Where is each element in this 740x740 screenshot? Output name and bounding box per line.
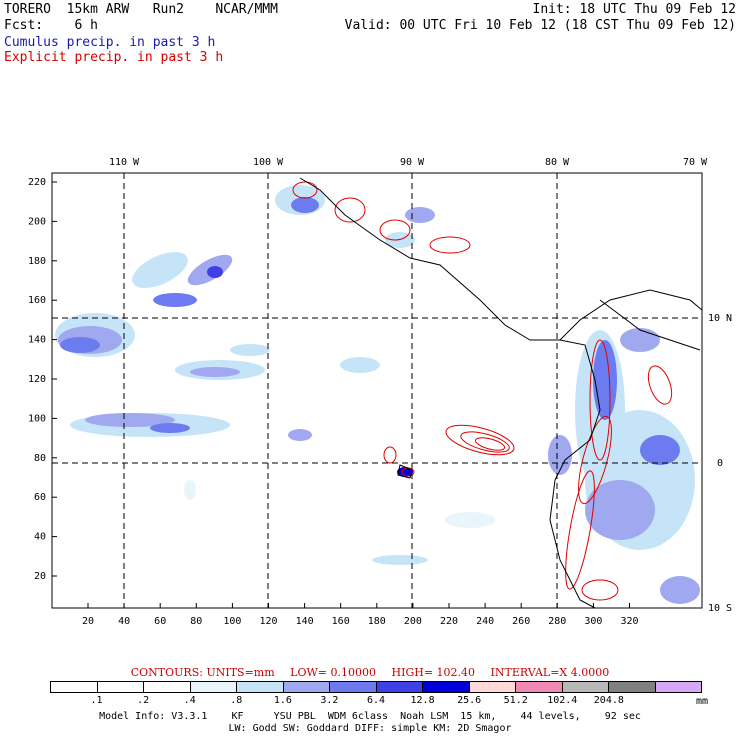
right-lat-label: 10 S <box>708 603 732 614</box>
colorbar-swatch <box>655 682 701 692</box>
lat-lon-grid <box>52 173 702 608</box>
colorbar-label: 204.8 <box>593 695 624 706</box>
top-lon-label: 70 W <box>683 157 708 168</box>
bottom-x-label: 240 <box>476 616 494 627</box>
colorbar-label: 12.8 <box>410 695 435 706</box>
colorbar-swatch <box>97 682 144 692</box>
model-title: TORERO 15km ARW Run2 NCAR/MMM <box>4 2 278 17</box>
colorbar-swatch <box>562 682 609 692</box>
init-time: Init: 18 UTC Thu 09 Feb 12 <box>532 2 737 17</box>
colorbar-unit: mm <box>696 696 709 707</box>
forecast-hour: Fcst: 6 h <box>4 18 98 33</box>
left-y-label: 180 <box>28 256 46 267</box>
colorbar-swatch <box>330 682 377 692</box>
contour-units: CONTOURS: UNITS=mm <box>130 666 275 679</box>
colorbar-swatch <box>51 682 98 692</box>
colorbar-label: 102.4 <box>547 695 578 706</box>
left-y-label: 80 <box>34 453 46 464</box>
contour-high: HIGH= 102.40 <box>391 666 476 679</box>
top-lon-label: 100 W <box>253 157 284 168</box>
colorbar-swatch <box>144 682 191 692</box>
bottom-x-label: 160 <box>332 616 350 627</box>
bottom-x-label: 280 <box>548 616 566 627</box>
top-lon-label: 90 W <box>400 157 425 168</box>
colorbar-swatch <box>190 682 237 692</box>
left-y-label: 140 <box>28 335 46 346</box>
coastlines <box>299 177 702 608</box>
bottom-x-label: 320 <box>620 616 638 627</box>
contour-low: LOW= 0.10000 <box>290 666 376 679</box>
bottom-x-label: 80 <box>190 616 202 627</box>
colorbar-swatch <box>237 682 284 692</box>
left-y-label: 20 <box>34 571 46 582</box>
colorbar-label: .8 <box>230 695 243 706</box>
bottom-x-label: 260 <box>512 616 530 627</box>
left-y-label: 60 <box>34 492 46 503</box>
colorbar-label: 3.2 <box>320 695 339 706</box>
top-lon-label: 80 W <box>545 157 570 168</box>
field-label-explicit: Explicit precip. in past 3 h <box>4 50 224 65</box>
colorbar-labels: .1 .2 .4 .8 1.6 3.2 6.4 12.8 25.6 51.2 102.4 204.8 <box>50 695 702 707</box>
colorbar-label: 1.6 <box>273 695 292 706</box>
bottom-x-label: 40 <box>118 616 130 627</box>
colorbar-label: .2 <box>137 695 150 706</box>
left-y-label: 100 <box>28 413 46 424</box>
field-label-cumulus: Cumulus precip. in past 3 h <box>4 35 216 50</box>
bottom-x-label: 100 <box>223 616 241 627</box>
bottom-x-label: 180 <box>368 616 386 627</box>
left-y-label: 200 <box>28 216 46 227</box>
colorbar-swatch <box>423 682 470 692</box>
bottom-x-label: 60 <box>154 616 166 627</box>
bottom-x-label: 140 <box>296 616 314 627</box>
left-y-label: 160 <box>28 295 46 306</box>
bottom-x-label: 300 <box>584 616 602 627</box>
bottom-x-label: 20 <box>82 616 94 627</box>
bottom-x-label: 120 <box>259 616 277 627</box>
colorbar <box>50 681 702 693</box>
colorbar-swatch <box>283 682 330 692</box>
colorbar-label: .1 <box>90 695 103 706</box>
left-y-label: 120 <box>28 374 46 385</box>
colorbar-label: 51.2 <box>503 695 528 706</box>
left-y-label: 220 <box>28 177 46 188</box>
colorbar-label: 6.4 <box>366 695 386 706</box>
model-info-line1: Model Info: V3.3.1 KF YSU PBL WDM 6class… <box>99 711 641 722</box>
explicit-precip-contours <box>292 181 673 601</box>
colorbar-label: 25.6 <box>457 695 482 706</box>
contour-interval: INTERVAL=X 4.0000 <box>490 666 610 679</box>
right-lat-label: 10 N <box>708 313 732 324</box>
colorbar-swatch <box>376 682 423 692</box>
right-lat-label: 0 <box>717 458 723 469</box>
top-lon-label: 110 W <box>109 157 140 168</box>
contour-info: CONTOURS: UNITS=mm LOW= 0.10000 HIGH= 10… <box>0 666 740 679</box>
bottom-x-label: 200 <box>404 616 422 627</box>
colorbar-swatch <box>469 682 516 692</box>
colorbar-label: .4 <box>183 695 196 706</box>
bottom-x-label: 220 <box>440 616 458 627</box>
colorbar-swatch <box>516 682 563 692</box>
model-info-line2: LW: Godd SW: Goddard DIFF: simple KM: 2D… <box>228 723 512 734</box>
left-y-label: 40 <box>34 532 46 543</box>
colorbar-swatch <box>609 682 656 692</box>
valid-time: Valid: 00 UTC Fri 10 Feb 12 (18 CST Thu … <box>344 18 736 33</box>
